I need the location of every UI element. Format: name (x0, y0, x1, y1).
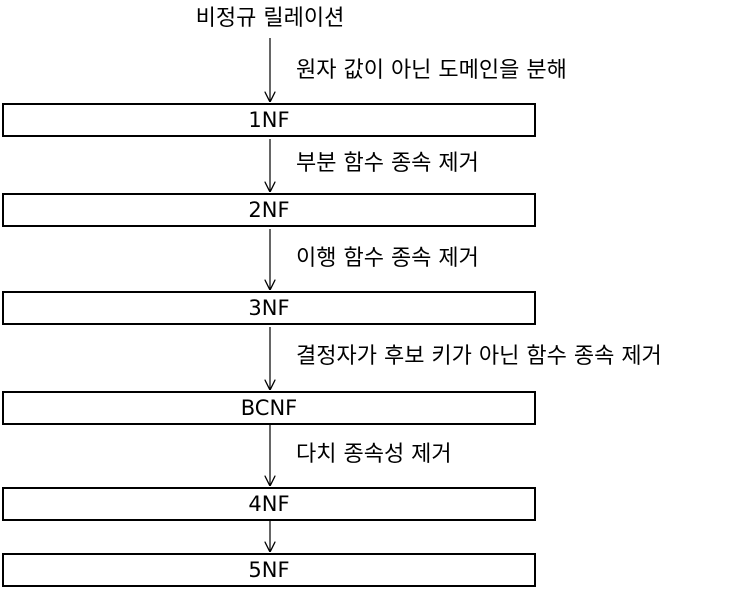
nf-box-bcnf: BCNF (2, 391, 536, 425)
step-label-atomic-domains: 원자 값이 아닌 도메인을 분해 (296, 58, 567, 83)
nf-label-2nf: 2NF (248, 198, 290, 222)
nf-box-2nf: 2NF (2, 193, 536, 227)
step-label-transitive-dependency: 이행 함수 종속 제거 (296, 246, 479, 271)
step-label-multivalued-dependency: 다치 종속성 제거 (296, 442, 452, 467)
nf-label-5nf: 5NF (248, 558, 290, 582)
nf-label-1nf: 1NF (248, 108, 290, 132)
step-label-non-candidate-determinant: 결정자가 후보 키가 아닌 함수 종속 제거 (296, 344, 662, 369)
nf-label-3nf: 3NF (248, 296, 290, 320)
nf-box-1nf: 1NF (2, 103, 536, 137)
nf-box-3nf: 3NF (2, 291, 536, 325)
nf-label-4nf: 4NF (248, 492, 290, 516)
start-label: 비정규 릴레이션 (195, 6, 345, 31)
nf-box-5nf: 5NF (2, 553, 536, 587)
nf-box-4nf: 4NF (2, 487, 536, 521)
nf-label-bcnf: BCNF (240, 396, 298, 420)
step-label-partial-dependency: 부분 함수 종속 제거 (296, 151, 479, 176)
